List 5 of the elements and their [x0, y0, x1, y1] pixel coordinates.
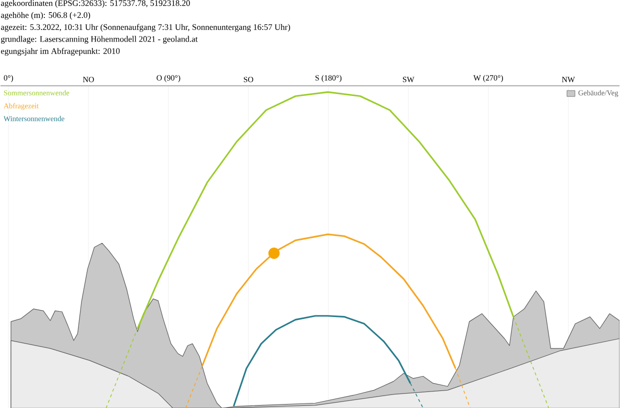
text: agezeit: 5.3.2022, 10:31 Uhr (Sonnenaufgang 7:31 Uhr, Sonnenuntergang 16:57 Uhr)	[0, 24, 290, 32]
text: agehöhe (m): 506.8 (+2.0)	[0, 12, 90, 20]
text: egungsjahr im Abfragepunkt: 2010	[1, 48, 120, 56]
text: agekoordinaten (EPSG:32633): 517537.78, 5192318.20	[0, 0, 190, 8]
text: grundlage: Laserscanning Höhenmodell 2021 - geoland.at	[1, 36, 198, 44]
